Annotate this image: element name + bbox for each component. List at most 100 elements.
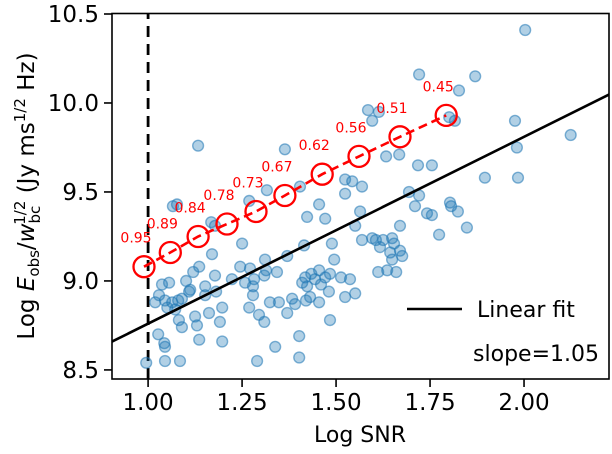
legend-label-linear-fit: Linear fit (477, 298, 575, 323)
scatter-point (508, 114, 522, 127)
scatter-point (189, 310, 202, 323)
scatter-point (349, 287, 362, 300)
scatter-point (208, 269, 222, 282)
x-tick-label: 1.50 (310, 390, 361, 416)
completeness-marker (244, 199, 268, 224)
scatter-point (408, 200, 422, 213)
scatter-point (452, 84, 466, 97)
scatter-point (243, 301, 256, 314)
scatter-point (325, 237, 339, 250)
scatter-point (175, 321, 189, 334)
scatter-point (425, 159, 439, 172)
completeness-label: 0.78 (203, 188, 234, 204)
scatter-point (293, 351, 306, 364)
completeness-circle-markers (132, 103, 458, 279)
scatter-point (313, 296, 326, 309)
slope-annotation: slope=1.05 (473, 342, 599, 367)
scatter-point (323, 267, 337, 280)
scatter-point (258, 315, 271, 329)
completeness-marker (434, 103, 458, 128)
scatter-point (343, 273, 357, 286)
y-tick-label: 10.0 (48, 91, 99, 117)
scatter-point (192, 139, 205, 152)
x-axis-ticks: 1.00 1.25 1.50 1.75 2.00 (122, 379, 550, 416)
scatter-point (234, 260, 247, 273)
scatter-point (372, 105, 386, 119)
x-tick-label: 1.25 (216, 390, 267, 416)
completeness-marker (347, 144, 371, 169)
scatter-point (390, 265, 403, 279)
y-tick-label: 9.0 (62, 269, 99, 295)
scatter-point (173, 354, 187, 368)
completeness-label: 0.89 (147, 217, 178, 233)
scatter-point (380, 150, 393, 163)
scatter-point (469, 70, 482, 83)
scatter-point (175, 292, 189, 305)
scatter-point (163, 276, 176, 289)
scatter-point (205, 248, 219, 261)
scatter-point (193, 333, 206, 346)
scatter-point (281, 306, 294, 320)
scatter-point (289, 298, 302, 311)
scatter-point (260, 184, 274, 197)
scatter-point (314, 278, 328, 291)
scatter-point (411, 159, 425, 172)
scatter-point (339, 187, 352, 200)
completeness-marker (132, 255, 156, 279)
x-tick-label: 1.75 (404, 390, 455, 416)
scatter-point (199, 280, 212, 293)
scatter-point (251, 354, 264, 368)
linear-fit-line (111, 93, 610, 343)
completeness-label: 0.56 (335, 120, 366, 136)
scatter-point (451, 205, 465, 218)
scatter-point (216, 301, 229, 314)
scatter-point (248, 273, 261, 286)
scatter-point (373, 241, 387, 254)
completeness-label: 0.95 (120, 231, 151, 247)
x-tick-label: 2.00 (498, 390, 549, 416)
completeness-label: 0.73 (232, 176, 263, 192)
scatter-point (190, 319, 204, 332)
y-tick-label: 8.5 (62, 358, 99, 384)
scatter-point (313, 198, 326, 211)
completeness-marker (310, 162, 334, 186)
completeness-fraction-labels: 0.950.890.840.780.730.67 0.62 0.56 0.51 0.45 (120, 79, 453, 246)
scatter-point (372, 265, 385, 279)
scatter-point (216, 335, 229, 348)
scatter-point (334, 271, 348, 284)
scatter-point (246, 289, 260, 302)
scatter-point (149, 296, 162, 309)
x-axis-label: Log SNR (314, 423, 406, 448)
scatter-point (158, 354, 172, 368)
scatter-point (425, 209, 439, 222)
scatter-point (366, 114, 379, 127)
scatter-point (339, 290, 352, 304)
scatter-point (183, 285, 196, 298)
legend: Linear fit slope=1.05 (407, 298, 599, 367)
scatter-point (140, 356, 153, 369)
scatter-point (355, 180, 369, 193)
y-tick-label: 9.5 (62, 180, 99, 206)
scatter-point (413, 68, 426, 81)
scatter-point (381, 264, 394, 277)
y-tick-label: 10.5 (48, 2, 99, 28)
scatter-point (328, 253, 341, 266)
scatter-point (478, 171, 492, 184)
scatter-point (172, 314, 186, 327)
scatter-point (361, 103, 375, 117)
y-axis-label: Log Eobs/wbc1/2 (Jy ms1/2 Hz) (11, 52, 44, 339)
scatter-point (346, 175, 359, 188)
completeness-label: 0.45 (423, 79, 454, 95)
completeness-marker (186, 224, 210, 249)
completeness-marker (388, 125, 412, 149)
scatter-point (269, 340, 282, 353)
completeness-dashed-line (143, 114, 447, 268)
completeness-label: 0.84 (175, 201, 206, 217)
scatter-point (564, 128, 577, 142)
plot-frame (111, 12, 610, 380)
scatter-point (213, 315, 227, 329)
completeness-label: 0.51 (376, 101, 407, 117)
scatter-point (377, 233, 390, 247)
